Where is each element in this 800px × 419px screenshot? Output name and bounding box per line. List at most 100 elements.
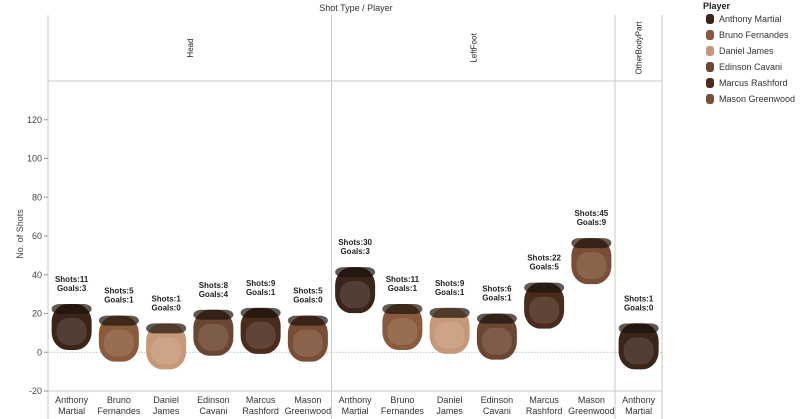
- category-labels: AnthonyMartialBrunoFernandesDanielJamesE…: [55, 395, 656, 416]
- shots-label: Shots:1: [151, 294, 181, 303]
- face-highlight-icon: [245, 321, 276, 349]
- player-face-icon: [193, 309, 234, 356]
- category-label: Anthony: [622, 395, 656, 405]
- category-label: Daniel: [437, 395, 463, 405]
- face-highlight-icon: [151, 337, 182, 365]
- category-label: James: [153, 406, 180, 416]
- goals-label: Goals:5: [529, 263, 559, 272]
- goals-label: Goals:1: [388, 284, 418, 293]
- shots-label: Shots:30: [338, 238, 372, 247]
- category-label: Rashford: [242, 406, 279, 416]
- legend-face-icon: [706, 46, 714, 56]
- face-highlight-icon: [529, 296, 560, 324]
- legend-item-marcus-rashford: Marcus Rashford: [706, 78, 788, 88]
- hair-icon: [524, 282, 565, 293]
- shots-label: Shots:45: [574, 209, 608, 218]
- category-label: Rashford: [526, 406, 563, 416]
- goals-label: Goals:1: [435, 288, 465, 297]
- category-label: Cavani: [199, 406, 227, 416]
- category-label: Martial: [58, 406, 85, 416]
- player-face-icon: [51, 303, 92, 350]
- player-face-icon: [335, 267, 376, 314]
- shots-label: Shots:5: [293, 287, 323, 296]
- face-highlight-icon: [340, 281, 371, 309]
- group-label-head: Head: [186, 38, 195, 57]
- goals-label: Goals:1: [482, 294, 512, 303]
- legend-face-icon: [706, 62, 714, 72]
- y-axis-ticks: -20 0 20 40 60 80 100 120: [27, 115, 48, 396]
- y-tick-label: 80: [32, 192, 42, 202]
- shots-label: Shots:6: [482, 285, 512, 294]
- group-label-otherbodypart: OtherBodyPart: [635, 21, 644, 75]
- y-tick-label: 20: [32, 309, 42, 319]
- face-highlight-icon: [103, 329, 134, 357]
- y-axis-label: No. of Shots: [15, 209, 25, 259]
- goals-label: Goals:3: [340, 247, 370, 256]
- face-highlight-icon: [387, 317, 418, 345]
- category-label: Marcus: [246, 395, 276, 405]
- shots-label: Shots:9: [435, 279, 465, 288]
- category-label: Daniel: [153, 395, 179, 405]
- y-tick-label: 60: [32, 231, 42, 241]
- face-highlight-icon: [198, 323, 229, 351]
- legend-face-icon: [706, 30, 714, 40]
- player-face-icon: [287, 315, 328, 362]
- hair-icon: [335, 267, 376, 278]
- player-face-icon: [240, 307, 281, 354]
- shots-label: Shots:11: [386, 275, 420, 284]
- chart-title: Shot Type / Player: [319, 3, 392, 13]
- category-label: James: [436, 406, 463, 416]
- group-headers: Head LeftFoot OtherBodyPart: [186, 21, 644, 75]
- category-label: Fernandes: [97, 406, 141, 416]
- legend-label: Daniel James: [719, 46, 774, 56]
- category-label: Martial: [342, 406, 369, 416]
- group-label-leftfoot: LeftFoot: [469, 33, 478, 63]
- legend-item-anthony-martial: Anthony Martial: [706, 14, 782, 24]
- player-face-icon: [476, 313, 517, 360]
- hair-icon: [571, 238, 612, 249]
- shots-label: Shots:9: [246, 279, 276, 288]
- player-face-icon: [146, 323, 187, 370]
- shots-label: Shots:8: [199, 281, 229, 290]
- chart-frame: [47, 15, 663, 419]
- hair-icon: [98, 315, 139, 326]
- player-face-icon: [429, 307, 470, 354]
- category-label: Martial: [625, 406, 652, 416]
- y-tick-label: 40: [32, 270, 42, 280]
- legend-face-icon: [706, 94, 714, 104]
- goals-label: Goals:3: [57, 284, 87, 293]
- hair-icon: [429, 307, 470, 318]
- legend-item-mason-greenwood: Mason Greenwood: [706, 94, 795, 104]
- legend-item-edinson-cavani: Edinson Cavani: [706, 62, 782, 72]
- hair-icon: [382, 303, 423, 314]
- goals-label: Goals:9: [577, 218, 607, 227]
- face-highlight-icon: [56, 317, 87, 345]
- category-label: Edinson: [197, 395, 230, 405]
- player-face-icon: [571, 238, 612, 285]
- legend-item-daniel-james: Daniel James: [706, 46, 774, 56]
- face-highlight-icon: [576, 252, 607, 280]
- y-tick-label: -20: [29, 386, 42, 396]
- face-highlight-icon: [434, 321, 465, 349]
- goals-label: Goals:0: [293, 296, 323, 305]
- hair-icon: [146, 323, 187, 334]
- legend-label: Edinson Cavani: [719, 62, 782, 72]
- category-label: Greenwood: [285, 406, 332, 416]
- hair-icon: [51, 303, 92, 314]
- category-label: Bruno: [390, 395, 414, 405]
- category-label: Bruno: [107, 395, 131, 405]
- category-label: Anthony: [55, 395, 89, 405]
- face-highlight-icon: [292, 329, 323, 357]
- legend: Player Anthony Martial Bruno Fernandes Dan…: [703, 1, 795, 104]
- y-tick-label: 0: [37, 347, 42, 357]
